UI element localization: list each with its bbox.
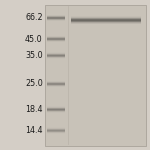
Bar [47,39,65,40]
Bar [71,18,141,19]
Bar [47,81,65,82]
Bar [71,23,141,24]
Bar [47,132,65,133]
Bar [47,106,65,107]
Bar [47,85,65,86]
Bar [47,20,65,21]
Bar [47,83,65,84]
Bar [47,52,65,53]
Bar [71,21,141,22]
Bar [71,21,141,22]
Bar [71,22,141,23]
Bar [71,23,141,24]
Text: 45.0: 45.0 [25,34,43,43]
Bar [47,85,65,86]
Bar [47,129,65,130]
Bar [45,4,146,146]
Bar [47,107,65,108]
Bar [47,15,65,16]
Bar [47,57,65,58]
Bar [71,19,141,20]
Bar [47,16,65,17]
Bar [47,82,65,83]
Bar [47,131,65,132]
Bar [47,130,65,131]
Bar [47,109,65,110]
Bar [47,83,65,84]
Bar [47,130,65,131]
Bar [47,110,65,111]
Bar [47,37,65,38]
Bar [47,84,65,85]
Bar [47,41,65,42]
Bar [47,41,65,42]
Bar [47,108,65,109]
Bar [47,15,65,16]
Bar [47,40,65,41]
Bar [47,86,65,87]
Bar [47,56,65,57]
Bar [47,36,65,37]
Bar [47,109,65,110]
Bar [47,82,65,83]
Bar [47,84,65,85]
Bar [71,20,141,21]
Text: 25.0: 25.0 [25,80,43,88]
Bar [71,16,141,17]
Bar [47,20,65,21]
Bar [71,20,141,21]
Bar [71,17,141,18]
Bar [47,56,65,57]
Bar [47,53,65,54]
Bar [47,86,65,87]
Bar [71,17,141,18]
Bar [47,55,65,56]
Bar [47,39,65,40]
Bar [47,38,65,39]
Bar [47,16,65,17]
Bar [47,53,65,54]
Bar [47,18,65,19]
Text: 66.2: 66.2 [25,14,43,22]
Bar [47,54,65,55]
Bar [71,18,141,19]
Bar [47,128,65,129]
Bar [47,18,65,19]
Bar [47,107,65,108]
Bar [47,128,65,129]
Bar [71,16,141,17]
Bar [47,81,65,82]
Bar [47,131,65,132]
Bar [47,111,65,112]
Bar [47,36,65,37]
Text: 14.4: 14.4 [25,126,43,135]
Bar [47,106,65,107]
Bar [47,38,65,39]
Bar [47,133,65,134]
Bar [47,127,65,128]
Bar [47,17,65,18]
Bar [47,52,65,53]
Bar [47,19,65,20]
Text: 35.0: 35.0 [25,51,43,60]
Bar [47,110,65,111]
Bar [71,22,141,23]
Bar [47,17,65,18]
Text: 18.4: 18.4 [25,105,43,114]
Bar [47,40,65,41]
